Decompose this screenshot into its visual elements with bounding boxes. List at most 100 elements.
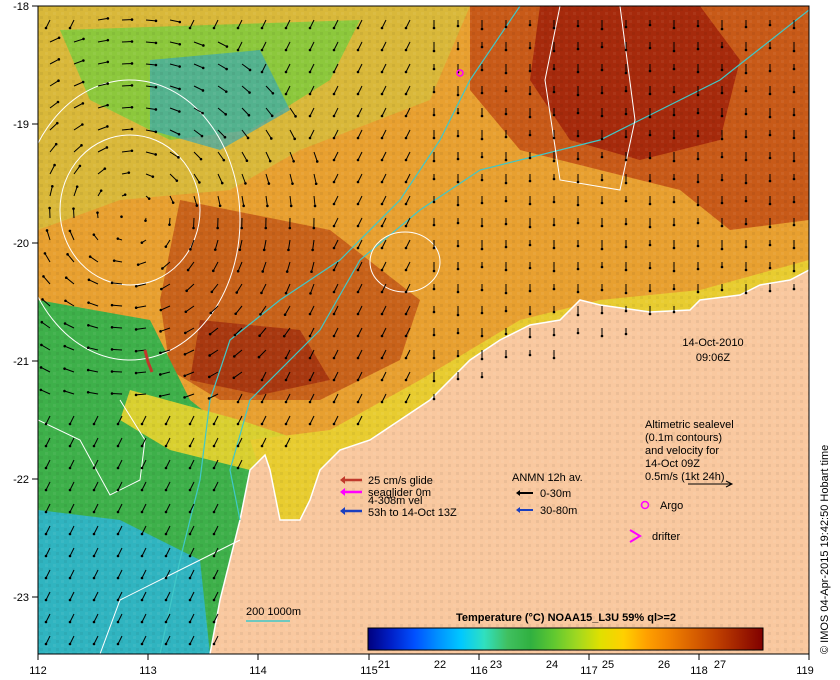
velocity-arrow-head xyxy=(66,253,69,256)
velocity-arrow-head xyxy=(648,133,652,137)
velocity-arrow-head xyxy=(63,344,67,348)
velocity-arrow-head xyxy=(672,223,676,227)
velocity-arrow-head xyxy=(284,422,288,426)
velocity-arrow-head xyxy=(63,389,66,393)
velocity-arrow-head xyxy=(576,267,580,271)
velocity-arrow-head xyxy=(480,265,484,269)
velocity-arrow-head xyxy=(356,48,360,52)
velocity-arrow-head xyxy=(81,102,85,105)
velocity-arrow-head xyxy=(154,63,158,67)
velocity-arrow-head xyxy=(116,620,120,624)
velocity-arrow-head xyxy=(267,182,271,185)
velocity-arrow-head xyxy=(64,299,67,303)
velocity-arrow-head xyxy=(504,222,508,226)
velocity-arrow xyxy=(165,239,171,247)
velocity-arrow xyxy=(93,415,99,425)
velocity-arrow xyxy=(141,459,147,469)
velocity-arrow-head xyxy=(110,303,114,307)
velocity-arrow-head xyxy=(480,201,484,205)
velocity-arrow xyxy=(141,613,147,623)
velocity-arrow-head xyxy=(404,246,408,250)
velocity-arrow-head xyxy=(648,156,652,160)
velocity-arrow-head xyxy=(600,288,604,292)
velocity-arrow-head xyxy=(48,206,51,210)
velocity-arrow-head xyxy=(293,137,296,141)
velocity-arrow-head xyxy=(116,488,120,492)
velocity-arrow-head xyxy=(404,224,408,228)
velocity-arrow xyxy=(333,283,339,293)
velocity-arrow xyxy=(309,415,315,425)
sealevel-contour xyxy=(38,79,241,361)
velocity-arrow-head xyxy=(672,200,676,204)
velocity-arrow-head xyxy=(432,136,436,140)
velocity-arrow xyxy=(45,569,51,579)
velocity-arrow xyxy=(241,63,251,71)
velocity-arrow-head xyxy=(39,388,43,392)
velocity-arrow-head xyxy=(432,333,436,337)
glider-legend: 25 cm/s glide seaglider 0m 4-308m vel 53… xyxy=(340,475,457,519)
velocity-arrow-head xyxy=(82,59,85,62)
velocity-arrow-head xyxy=(199,157,203,161)
anmn-legend-title: ANMN 12h av. xyxy=(512,472,583,484)
velocity-arrow xyxy=(49,80,59,87)
velocity-arrow xyxy=(265,151,271,162)
velocity-arrow-head xyxy=(404,268,408,272)
velocity-arrow xyxy=(357,371,363,381)
velocity-arrow-head xyxy=(80,144,83,147)
velocity-arrow-head xyxy=(456,203,460,207)
velocity-arrow xyxy=(357,85,363,95)
velocity-arrow-head xyxy=(380,180,384,184)
velocity-arrow-head xyxy=(68,422,72,426)
velocity-arrow-head xyxy=(480,114,484,118)
velocity-arrow-head xyxy=(248,68,252,72)
velocity-arrow-head xyxy=(528,179,532,183)
velocity-arrow xyxy=(73,186,78,197)
velocity-arrow xyxy=(217,41,228,47)
anmn-legend-item: 0-30m xyxy=(540,488,571,500)
velocity-arrow xyxy=(357,19,363,29)
velocity-arrow-head xyxy=(528,225,532,229)
velocity-arrow xyxy=(208,393,219,399)
velocity-arrow xyxy=(93,525,99,535)
colorbar-tick-label: 23 xyxy=(490,659,502,671)
velocity-arrow xyxy=(136,327,147,330)
velocity-arrow-head xyxy=(432,200,436,204)
velocity-arrow-head xyxy=(236,444,240,448)
velocity-arrow xyxy=(193,107,203,114)
velocity-arrow-head xyxy=(116,642,120,646)
velocity-arrow xyxy=(69,569,75,579)
velocity-arrow-head xyxy=(528,92,532,96)
velocity-arrow-head xyxy=(87,278,91,282)
velocity-arrow-head xyxy=(130,62,134,65)
velocity-arrow-head xyxy=(672,159,676,163)
velocity-arrow-head xyxy=(332,246,336,250)
velocity-arrow xyxy=(49,143,57,153)
velocity-arrow xyxy=(69,230,75,241)
velocity-arrow-head xyxy=(792,269,796,273)
velocity-arrow xyxy=(333,63,339,73)
velocity-arrow-head xyxy=(624,48,628,52)
velocity-arrow-head xyxy=(140,554,144,558)
velocity-arrow-head xyxy=(288,226,292,230)
velocity-arrow-head xyxy=(744,291,748,295)
velocity-arrow xyxy=(241,173,246,184)
velocity-arrow xyxy=(237,41,243,51)
velocity-arrow xyxy=(285,437,291,447)
velocity-arrow xyxy=(265,107,273,117)
velocity-arrow-head xyxy=(41,298,44,301)
velocity-arrow-head xyxy=(161,267,164,270)
velocity-arrow xyxy=(97,147,108,153)
velocity-arrow-head xyxy=(528,23,532,27)
velocity-arrow-head xyxy=(552,26,556,30)
velocity-arrow-head xyxy=(404,378,408,382)
velocity-arrow xyxy=(333,415,339,425)
y-tick-label: -20 xyxy=(13,238,29,250)
velocity-arrow-head xyxy=(225,67,228,71)
velocity-arrow-head xyxy=(236,48,240,52)
velocity-arrow-head xyxy=(86,390,90,394)
velocity-arrow xyxy=(117,481,123,491)
velocity-arrow-head xyxy=(260,291,263,295)
velocity-arrow xyxy=(381,151,387,161)
x-tick-label: 112 xyxy=(29,665,47,677)
velocity-arrow-head xyxy=(356,158,360,162)
